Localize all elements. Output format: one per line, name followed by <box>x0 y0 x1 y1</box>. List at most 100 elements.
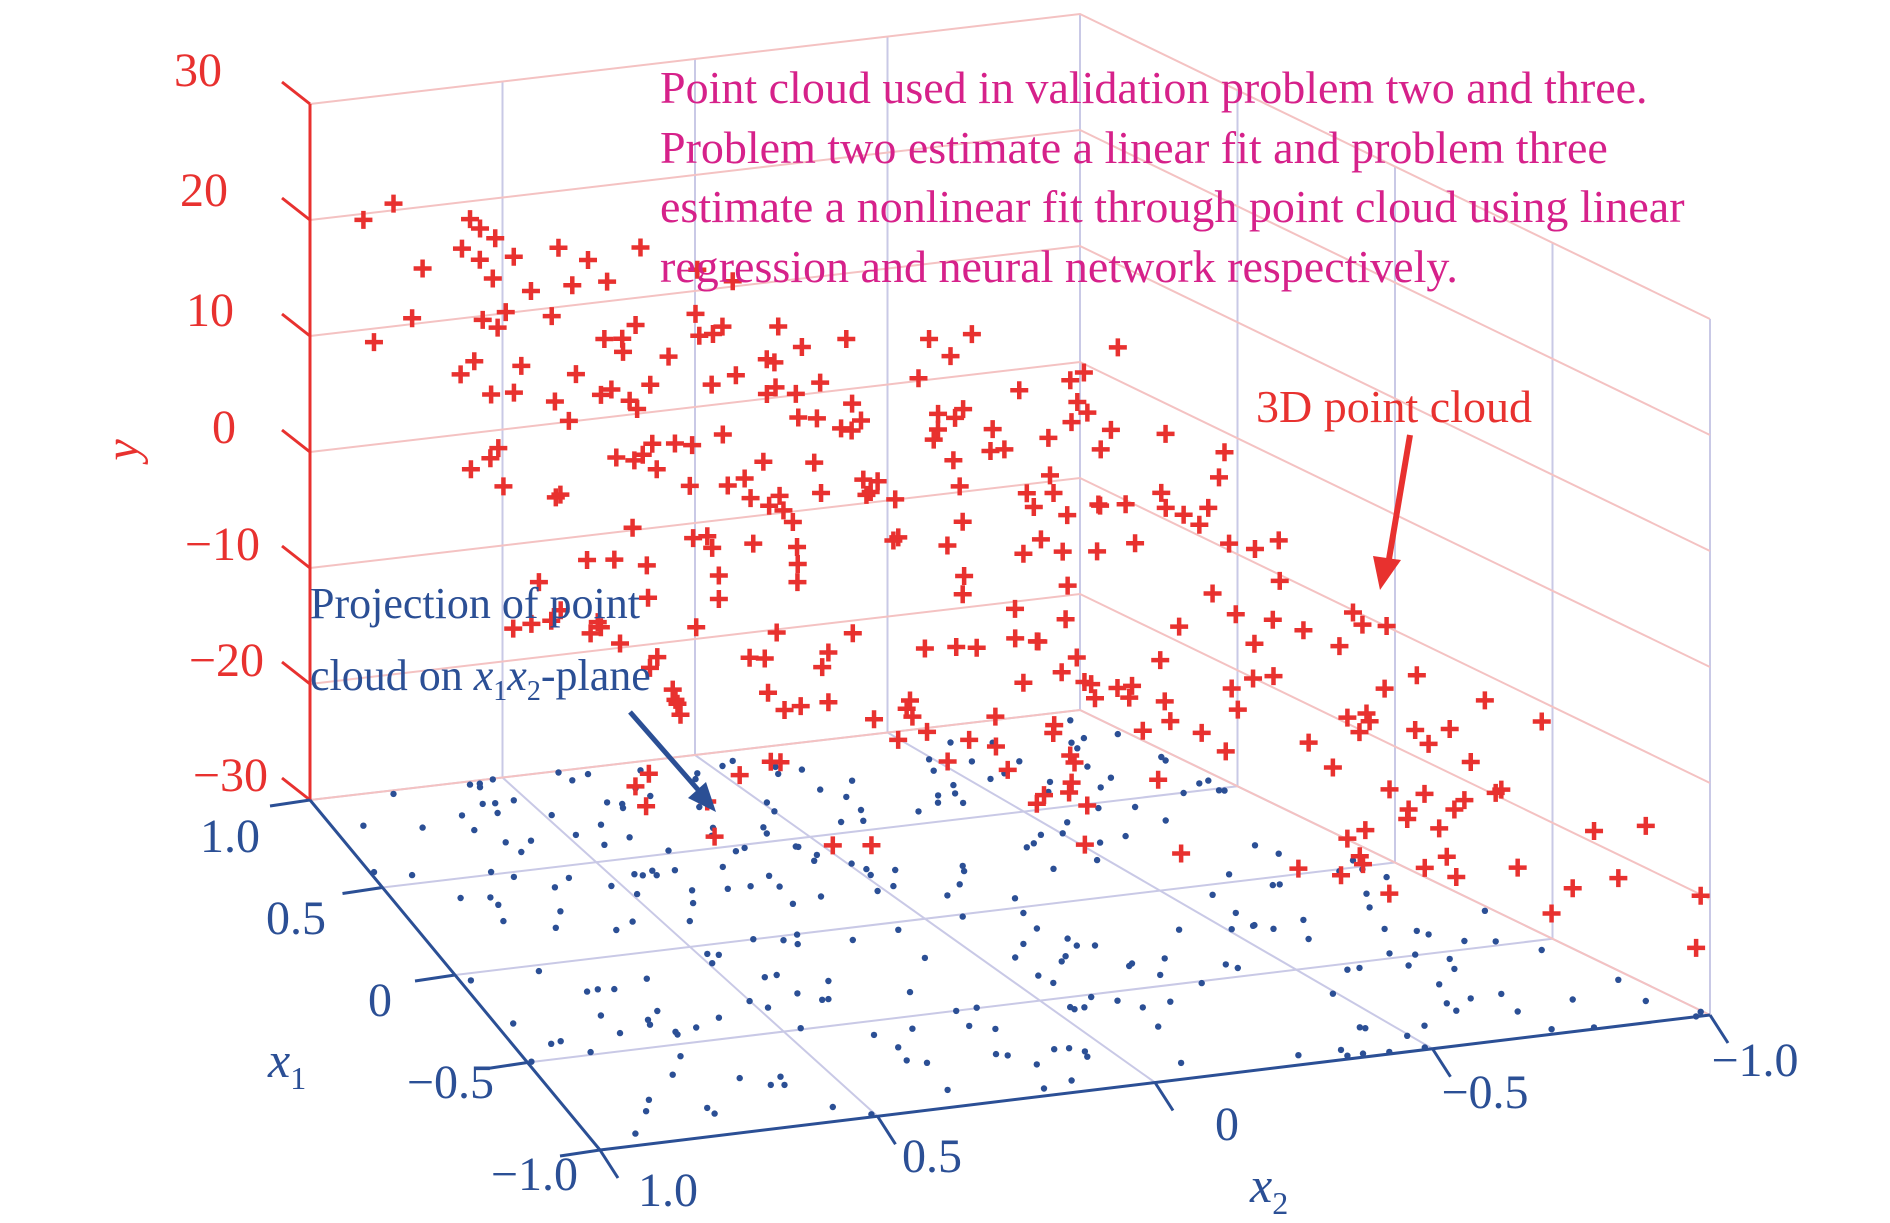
projection-point <box>763 799 771 806</box>
cloud-point <box>954 400 973 419</box>
projection-point <box>613 926 620 934</box>
cloud-point <box>1091 440 1110 459</box>
cloud-point <box>1209 468 1228 487</box>
cloud-point <box>1156 498 1175 517</box>
projection-point <box>1381 925 1388 933</box>
projection-point <box>1155 1023 1162 1030</box>
cloud-point <box>504 383 523 402</box>
cloud-point <box>757 384 776 403</box>
projection-point <box>1107 774 1115 781</box>
projection-point <box>925 756 933 763</box>
projection-point <box>1436 981 1443 988</box>
cloud-point <box>482 385 501 404</box>
x2-axis-tick <box>598 1149 620 1179</box>
y-tick-label: 20 <box>180 164 228 217</box>
projection-point <box>1084 1053 1091 1060</box>
projection-point <box>771 808 778 815</box>
projection-point <box>1498 990 1505 998</box>
y-tick-label: −30 <box>193 749 268 802</box>
projection-point <box>966 1022 973 1030</box>
projection-arrow-head <box>688 782 716 812</box>
projection-point <box>1030 840 1038 847</box>
projection-point <box>1114 730 1122 738</box>
cloud-point <box>1440 719 1459 738</box>
projection-point <box>1344 966 1351 973</box>
x1-tick-label: −0.5 <box>407 1056 494 1109</box>
projection-point <box>510 797 517 804</box>
cloud-point <box>924 430 943 449</box>
projection-point <box>601 841 608 848</box>
x1-axis-label-x: x <box>267 1032 290 1088</box>
cloud-point <box>473 310 492 329</box>
cloud-point <box>1343 603 1362 622</box>
projection-point <box>1305 935 1312 943</box>
cloud-point <box>668 694 687 713</box>
cloud-point <box>813 658 832 677</box>
projection-label-prefix: cloud on <box>310 651 474 700</box>
projection-label-suffix: -plane <box>541 651 651 700</box>
projection-point <box>584 770 592 778</box>
projection-point <box>360 822 367 829</box>
cloud-point <box>788 573 807 592</box>
projection-point <box>597 1012 605 1019</box>
cloud-point <box>986 737 1005 756</box>
cloud-point <box>759 683 778 702</box>
cloud-arrow <box>1373 434 1413 590</box>
projection-point <box>959 913 966 920</box>
cloud-point <box>1289 859 1308 878</box>
cloud-point <box>998 760 1017 779</box>
projection-point <box>1097 784 1104 791</box>
projection-point <box>819 996 826 1003</box>
cloud-point <box>938 536 957 555</box>
cloud-point <box>613 329 632 348</box>
projection-point <box>1198 979 1205 987</box>
cloud-point <box>686 304 705 323</box>
cloud-point <box>663 680 682 699</box>
cloud-point <box>623 518 642 537</box>
cloud-point <box>1244 669 1263 688</box>
projection-point <box>1421 1044 1429 1051</box>
cloud-point <box>1445 800 1464 819</box>
projection-point <box>848 860 855 867</box>
wall-grid-line <box>309 476 1711 784</box>
cloud-point <box>1155 692 1174 711</box>
projection-point <box>510 873 518 881</box>
description-line: regression and neural network respective… <box>660 241 1458 292</box>
cloud-point <box>861 482 880 501</box>
cloud-point <box>489 439 508 458</box>
projection-point <box>647 792 654 800</box>
projection-point <box>548 811 555 819</box>
projection-point <box>1162 817 1169 824</box>
cloud-point <box>1330 637 1349 656</box>
cloud-point <box>637 797 656 816</box>
cloud-point <box>730 766 749 785</box>
projection-point <box>746 997 753 1005</box>
cloud-point <box>862 836 881 855</box>
cloud-point <box>579 251 598 270</box>
cloud-point <box>819 693 838 712</box>
projection-point <box>947 739 954 746</box>
projection-point <box>1366 904 1373 911</box>
projection-point <box>860 817 867 824</box>
projection-point <box>587 1048 594 1056</box>
x2-axis-label-sub: 2 <box>1272 1185 1288 1221</box>
cloud-point <box>962 325 981 344</box>
cloud-point <box>953 512 972 531</box>
cloud-point <box>1508 858 1527 877</box>
cloud-point <box>771 753 790 772</box>
projection-point <box>895 926 902 933</box>
projection-point <box>867 871 874 879</box>
projection-point <box>1064 935 1071 942</box>
cloud-point <box>688 260 707 279</box>
projection-point <box>1196 780 1203 787</box>
projection-point <box>792 843 799 850</box>
cloud-point <box>698 527 717 546</box>
projection-point <box>1276 881 1283 888</box>
cloud-arrow-shaft <box>1385 434 1413 566</box>
projection-point <box>1590 1024 1598 1031</box>
cloud-point <box>915 639 934 658</box>
projection-point <box>817 893 825 900</box>
x1-axis-label-sub: 1 <box>290 1060 306 1096</box>
cloud-point <box>1085 689 1104 708</box>
projection-point <box>487 894 494 901</box>
